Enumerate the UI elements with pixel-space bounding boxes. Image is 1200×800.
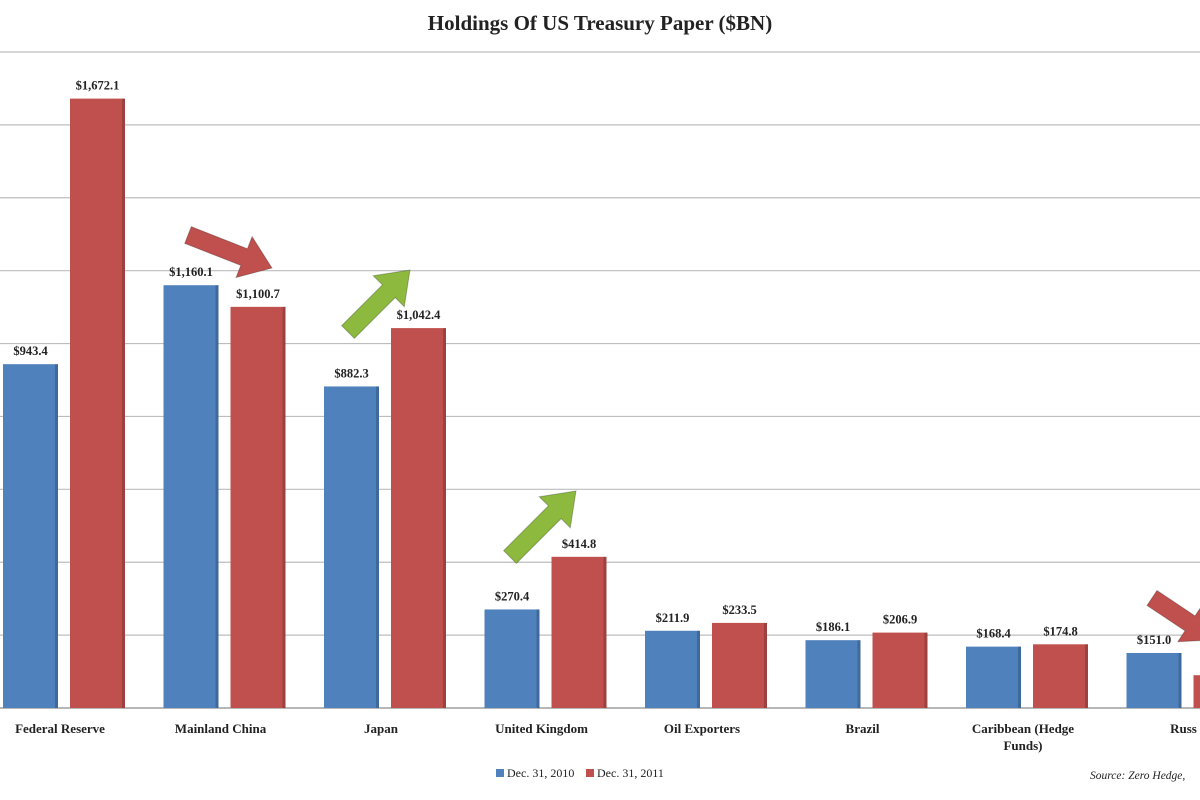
trend-arrows <box>184 225 1200 643</box>
bar <box>712 622 767 708</box>
value-label: $211.9 <box>656 611 690 625</box>
value-label: $414.8 <box>562 537 596 551</box>
value-label: $943.4 <box>13 344 48 358</box>
bar <box>324 386 379 708</box>
bar-shade <box>1018 646 1021 708</box>
bar-shade <box>764 622 767 708</box>
bars <box>3 98 1200 709</box>
bar-shade <box>215 285 219 708</box>
value-labels: $943.4 $1,160.1 $882.3 $270.4 $211.9 $186.1 $1… <box>13 79 1171 647</box>
chart-title: Holdings Of US Treasury Paper ($BN) <box>428 11 772 35</box>
value-label: $206.9 <box>883 613 917 627</box>
bar <box>645 630 700 708</box>
value-label: $1,042.4 <box>397 308 442 322</box>
bar <box>484 609 540 708</box>
category-label: Mainland China <box>175 721 267 736</box>
category-label: Federal Reserve <box>15 721 105 736</box>
bar-shade <box>282 306 286 708</box>
trend-arrow <box>184 225 273 279</box>
trend-arrow <box>502 490 577 565</box>
category-label: Caribbean (Hedge <box>972 721 1074 736</box>
value-label: $168.4 <box>976 627 1011 641</box>
legend-swatch <box>496 769 504 777</box>
category-label: Brazil <box>846 721 880 736</box>
bar-shade <box>376 386 379 708</box>
bar-shade <box>1085 644 1088 708</box>
bar-shade <box>443 328 446 708</box>
source-note: Source: Zero Hedge, <box>1090 770 1185 782</box>
bar <box>1193 675 1200 708</box>
bar <box>230 306 286 708</box>
value-label: $270.4 <box>495 589 530 603</box>
value-label: $1,160.1 <box>169 265 213 279</box>
value-label: $882.3 <box>334 366 368 380</box>
value-label: $186.1 <box>816 620 850 634</box>
value-label: $174.8 <box>1043 624 1077 638</box>
bar-shade <box>122 98 125 709</box>
trend-arrow <box>340 269 411 340</box>
bar-shade <box>603 556 607 708</box>
bar <box>391 328 446 708</box>
bar <box>872 632 928 708</box>
bar-shade <box>536 609 540 708</box>
category-label: United Kingdom <box>495 721 588 736</box>
bar <box>1033 644 1088 708</box>
bar-shade <box>857 640 861 708</box>
value-label: $151.0 <box>1137 633 1171 647</box>
bar-shade <box>55 364 58 708</box>
bar <box>163 285 219 708</box>
category-label: Funds) <box>1003 738 1042 753</box>
bar-shade <box>924 632 928 708</box>
bar <box>1126 652 1182 708</box>
value-label: $1,100.7 <box>236 287 280 301</box>
legend-label: Dec. 31, 2011 <box>597 766 664 780</box>
value-label: $233.5 <box>722 603 756 617</box>
bar-shade <box>1178 652 1182 708</box>
category-labels: Federal Reserve Mainland China Japan United… <box>15 721 1197 753</box>
bar <box>70 98 125 709</box>
bar <box>551 556 607 708</box>
category-label: Oil Exporters <box>664 721 740 736</box>
category-label: Japan <box>364 721 399 736</box>
trend-arrow <box>1146 589 1200 643</box>
bar <box>805 640 861 708</box>
bar <box>966 646 1021 708</box>
legend-swatch <box>586 769 594 777</box>
legend-label: Dec. 31, 2010 <box>507 766 574 780</box>
value-label: $1,672.1 <box>76 79 120 93</box>
category-label: Russ <box>1170 721 1197 736</box>
bar-shade <box>697 630 700 708</box>
bar <box>3 364 58 708</box>
legend: Dec. 31, 2010 Dec. 31, 2011 <box>496 766 664 780</box>
